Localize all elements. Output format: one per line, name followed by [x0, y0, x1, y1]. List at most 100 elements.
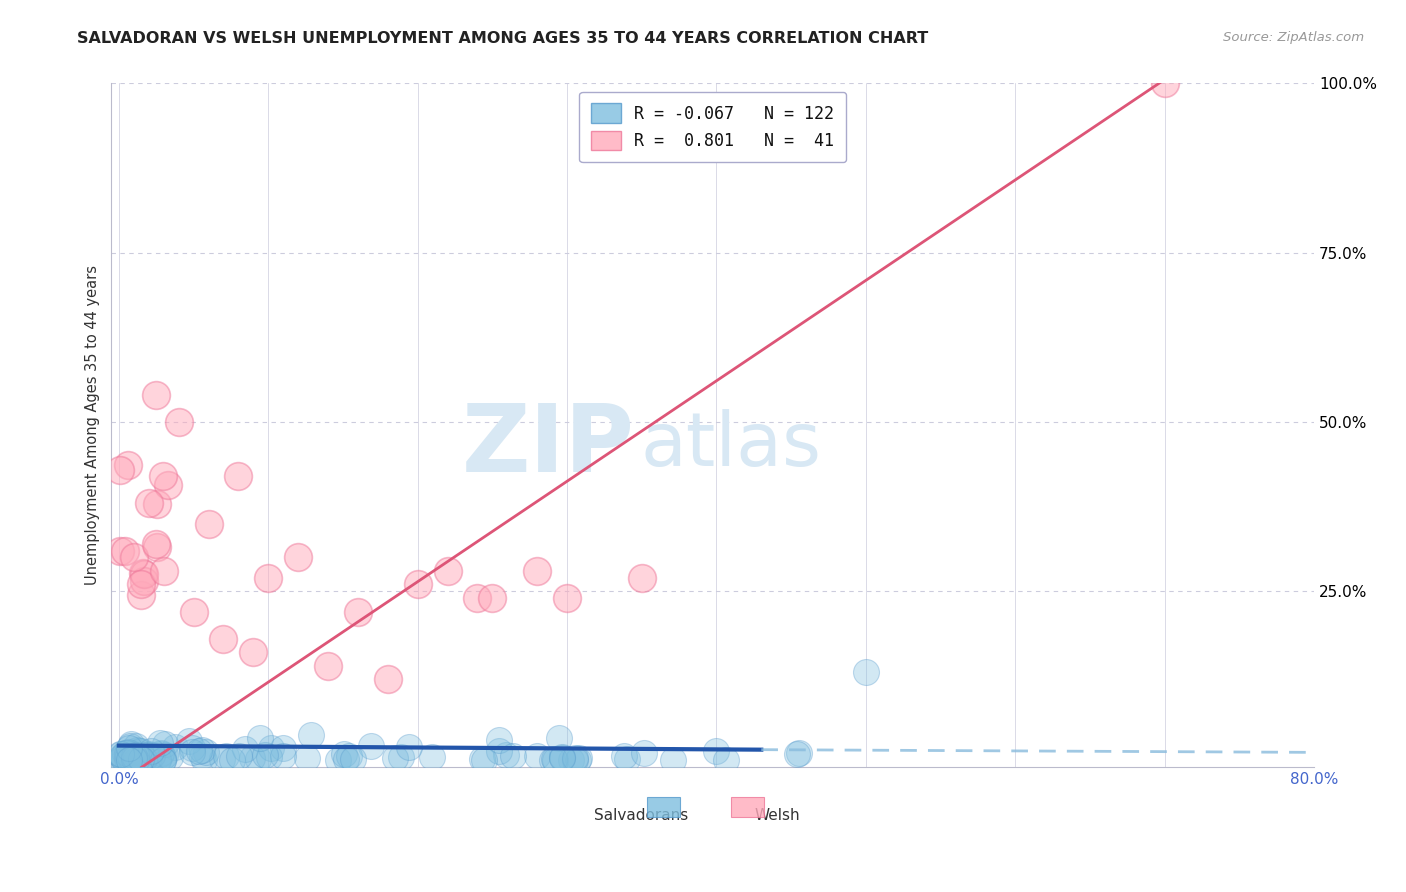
Point [560, 753, 582, 767]
Point [110, 753, 132, 767]
Point [221, 753, 243, 767]
Text: Source: ZipAtlas.com: Source: ZipAtlas.com [1223, 31, 1364, 45]
Point [333, 747, 356, 761]
Point [488, 733, 510, 747]
Point [180, 745, 202, 759]
Point [122, 752, 145, 766]
Point [145, 388, 167, 402]
Point [316, 658, 339, 673]
Point [146, 540, 169, 554]
Point [136, 747, 159, 762]
Point [190, 743, 212, 757]
Point [117, 458, 139, 472]
Point [129, 743, 152, 757]
Point [121, 752, 143, 766]
FancyBboxPatch shape [731, 797, 765, 816]
Point [138, 752, 160, 766]
Point [118, 753, 141, 767]
Point [135, 747, 157, 762]
Point [125, 753, 148, 767]
Point [188, 744, 211, 758]
Point [337, 748, 360, 763]
Point [257, 749, 280, 764]
Point [124, 739, 146, 754]
Point [787, 746, 810, 760]
Point [125, 743, 148, 757]
Point [377, 672, 399, 686]
Point [191, 748, 214, 763]
Point [567, 753, 589, 767]
Point [495, 748, 517, 763]
Point [138, 496, 160, 510]
Point [134, 574, 156, 588]
Point [543, 752, 565, 766]
Point [551, 751, 574, 765]
Point [117, 752, 139, 766]
Point [271, 741, 294, 756]
Point [120, 752, 142, 766]
Point [111, 749, 134, 764]
Point [273, 748, 295, 763]
Point [117, 747, 139, 761]
Point [295, 750, 318, 764]
Point [662, 753, 685, 767]
Point [131, 750, 153, 764]
Point [177, 734, 200, 748]
Point [360, 739, 382, 753]
Point [228, 749, 250, 764]
Point [249, 731, 271, 746]
Point [149, 736, 172, 750]
Point [117, 751, 139, 765]
Point [146, 497, 169, 511]
Point [568, 751, 591, 765]
Point [467, 591, 489, 605]
Point [215, 748, 238, 763]
Point [121, 747, 143, 761]
Point [233, 741, 256, 756]
Point [120, 753, 142, 767]
Point [108, 463, 131, 477]
Point [114, 746, 136, 760]
Point [127, 750, 149, 764]
Point [342, 752, 364, 766]
Point [152, 750, 174, 764]
Point [347, 605, 370, 619]
Point [132, 752, 155, 766]
Point [153, 737, 176, 751]
Point [212, 632, 235, 646]
Point [120, 747, 142, 761]
Point [145, 537, 167, 551]
Point [152, 753, 174, 767]
Point [134, 567, 156, 582]
Point [153, 747, 176, 762]
Point [526, 748, 548, 763]
Point [704, 744, 727, 758]
Text: atlas: atlas [641, 409, 821, 483]
Point [786, 747, 808, 761]
Point [481, 591, 503, 605]
Point [122, 550, 145, 565]
Point [389, 750, 412, 764]
Point [228, 469, 250, 483]
Point [138, 747, 160, 761]
Point [436, 564, 458, 578]
Point [253, 747, 276, 762]
Point [121, 747, 143, 762]
Point [564, 751, 586, 765]
Text: SALVADORAN VS WELSH UNEMPLOYMENT AMONG AGES 35 TO 44 YEARS CORRELATION CHART: SALVADORAN VS WELSH UNEMPLOYMENT AMONG A… [77, 31, 928, 46]
Point [194, 745, 217, 759]
Point [124, 749, 146, 764]
Point [551, 749, 574, 764]
Point [616, 752, 638, 766]
Y-axis label: Unemployment Among Ages 35 to 44 years: Unemployment Among Ages 35 to 44 years [86, 265, 100, 585]
Point [488, 744, 510, 758]
Point [146, 752, 169, 766]
Point [564, 753, 586, 767]
Point [406, 577, 429, 591]
Point [150, 747, 173, 762]
Point [117, 745, 139, 759]
Point [633, 746, 655, 760]
Point [132, 566, 155, 581]
Point [138, 750, 160, 764]
Point [131, 749, 153, 764]
